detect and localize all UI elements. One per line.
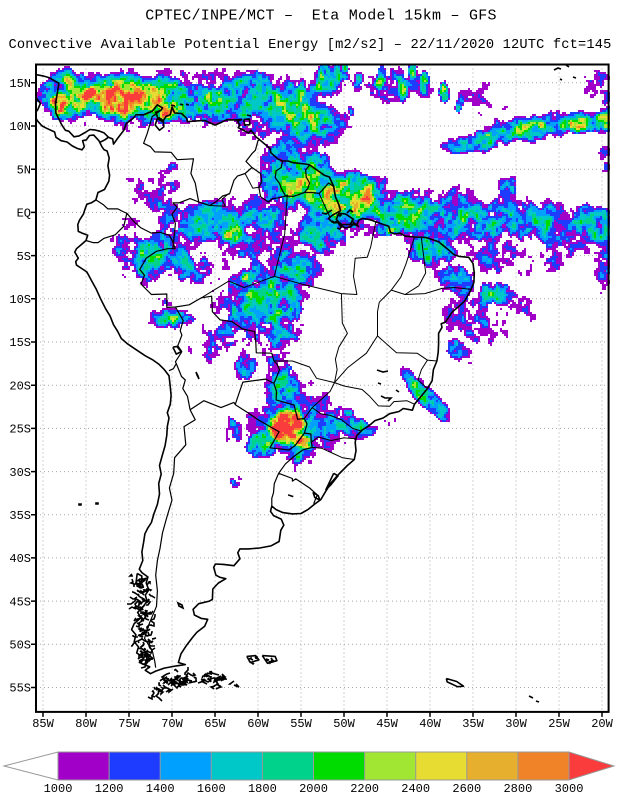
svg-text:45W: 45W bbox=[376, 717, 398, 731]
svg-text:55W: 55W bbox=[290, 717, 312, 731]
svg-text:65W: 65W bbox=[204, 717, 226, 731]
svg-text:25S: 25S bbox=[9, 423, 31, 437]
svg-text:15N: 15N bbox=[9, 77, 31, 91]
svg-text:50S: 50S bbox=[9, 639, 31, 653]
svg-text:60W: 60W bbox=[247, 717, 269, 731]
svg-text:35W: 35W bbox=[462, 717, 484, 731]
svg-text:1600: 1600 bbox=[197, 782, 226, 796]
svg-text:EQ: EQ bbox=[17, 207, 31, 221]
svg-text:2400: 2400 bbox=[401, 782, 430, 796]
svg-text:Convective Available Potential: Convective Available Potential Energy [m… bbox=[9, 38, 612, 53]
svg-text:85W: 85W bbox=[32, 717, 54, 731]
svg-text:35S: 35S bbox=[9, 509, 31, 523]
svg-text:30W: 30W bbox=[505, 717, 527, 731]
svg-text:1200: 1200 bbox=[95, 782, 124, 796]
svg-text:2200: 2200 bbox=[350, 782, 379, 796]
svg-text:55S: 55S bbox=[9, 682, 31, 696]
svg-text:1000: 1000 bbox=[44, 782, 73, 796]
svg-text:25W: 25W bbox=[548, 717, 570, 731]
svg-text:15S: 15S bbox=[9, 336, 31, 350]
svg-text:CPTEC/INPE/MCT – Eta Model 15: CPTEC/INPE/MCT – Eta Model 15km – GFS bbox=[145, 8, 497, 25]
svg-text:50W: 50W bbox=[333, 717, 355, 731]
svg-text:70W: 70W bbox=[161, 717, 183, 731]
svg-text:2800: 2800 bbox=[503, 782, 532, 796]
svg-text:10N: 10N bbox=[9, 120, 31, 134]
svg-text:75W: 75W bbox=[118, 717, 140, 731]
svg-text:45S: 45S bbox=[9, 595, 31, 609]
svg-text:1400: 1400 bbox=[146, 782, 175, 796]
svg-text:20S: 20S bbox=[9, 379, 31, 393]
svg-text:30S: 30S bbox=[9, 466, 31, 480]
svg-text:80W: 80W bbox=[75, 717, 97, 731]
svg-text:1800: 1800 bbox=[248, 782, 277, 796]
svg-text:20W: 20W bbox=[591, 717, 613, 731]
svg-text:40S: 40S bbox=[9, 552, 31, 566]
svg-text:5N: 5N bbox=[17, 163, 31, 177]
svg-text:2000: 2000 bbox=[299, 782, 328, 796]
svg-text:40W: 40W bbox=[419, 717, 441, 731]
svg-text:5S: 5S bbox=[17, 250, 31, 264]
svg-text:2600: 2600 bbox=[452, 782, 481, 796]
svg-text:3000: 3000 bbox=[555, 782, 584, 796]
svg-text:10S: 10S bbox=[9, 293, 31, 307]
